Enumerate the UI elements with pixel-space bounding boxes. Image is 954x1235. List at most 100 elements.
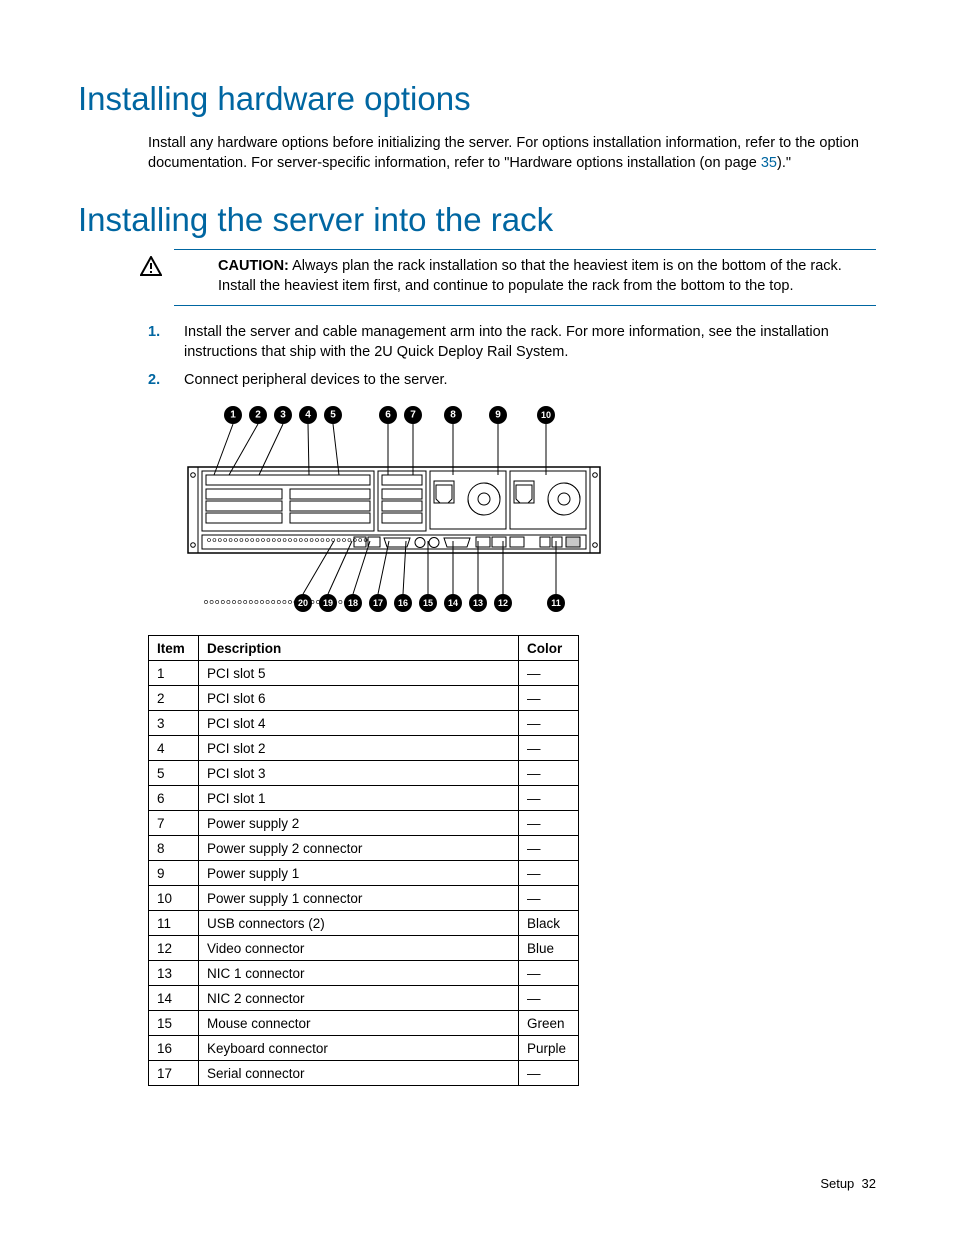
table-row: 15Mouse connectorGreen xyxy=(149,1010,579,1035)
cell-color: — xyxy=(519,735,579,760)
heading-hardware-options: Installing hardware options xyxy=(78,80,876,118)
footer-page-number: 32 xyxy=(862,1176,876,1191)
footer-section: Setup xyxy=(820,1176,854,1191)
cell-description: Power supply 2 connector xyxy=(199,835,519,860)
cell-description: Power supply 1 xyxy=(199,860,519,885)
cell-item: 9 xyxy=(149,860,199,885)
cell-color: Green xyxy=(519,1010,579,1035)
cell-item: 10 xyxy=(149,885,199,910)
cell-item: 16 xyxy=(149,1035,199,1060)
para1-text-a: Install any hardware options before init… xyxy=(148,135,859,171)
svg-text:10: 10 xyxy=(541,410,551,420)
cell-item: 3 xyxy=(149,710,199,735)
cell-item: 14 xyxy=(149,985,199,1010)
cell-item: 2 xyxy=(149,685,199,710)
th-description: Description xyxy=(199,635,519,660)
cell-item: 7 xyxy=(149,810,199,835)
svg-text:7: 7 xyxy=(410,409,416,420)
caution-body: Always plan the rack installation so tha… xyxy=(218,258,842,294)
cell-item: 1 xyxy=(149,660,199,685)
svg-text:8: 8 xyxy=(450,409,456,420)
cell-description: Keyboard connector xyxy=(199,1035,519,1060)
cell-color: — xyxy=(519,810,579,835)
cell-item: 15 xyxy=(149,1010,199,1035)
svg-text:3: 3 xyxy=(280,409,286,420)
cell-description: NIC 1 connector xyxy=(199,960,519,985)
table-row: 7Power supply 2— xyxy=(149,810,579,835)
cell-description: Mouse connector xyxy=(199,1010,519,1035)
table-row: 3PCI slot 4— xyxy=(149,710,579,735)
svg-text:1: 1 xyxy=(230,409,236,420)
svg-text:18: 18 xyxy=(348,598,358,608)
cell-item: 13 xyxy=(149,960,199,985)
rear-panel-diagram: 1234567891020191817161514131211 xyxy=(184,403,876,617)
cell-description: USB connectors (2) xyxy=(199,910,519,935)
cell-color: — xyxy=(519,1060,579,1085)
table-header-row: Item Description Color xyxy=(149,635,579,660)
svg-text:14: 14 xyxy=(448,598,458,608)
paragraph-hw-options: Install any hardware options before init… xyxy=(148,133,876,174)
page-footer: Setup 32 xyxy=(820,1176,876,1191)
table-row: 1PCI slot 5— xyxy=(149,660,579,685)
caution-icon xyxy=(140,256,162,280)
table-row: 11USB connectors (2)Black xyxy=(149,910,579,935)
cell-item: 4 xyxy=(149,735,199,760)
table-row: 8Power supply 2 connector— xyxy=(149,835,579,860)
cell-color: — xyxy=(519,885,579,910)
cell-color: — xyxy=(519,785,579,810)
svg-text:5: 5 xyxy=(330,409,336,420)
cell-description: PCI slot 5 xyxy=(199,660,519,685)
cell-color: — xyxy=(519,660,579,685)
svg-text:12: 12 xyxy=(498,598,508,608)
cell-color: Blue xyxy=(519,935,579,960)
cell-color: — xyxy=(519,685,579,710)
heading-install-rack: Installing the server into the rack xyxy=(78,201,876,239)
caution-label: CAUTION: xyxy=(218,258,289,274)
cell-color: Purple xyxy=(519,1035,579,1060)
step-1: Install the server and cable management … xyxy=(148,322,876,363)
svg-text:19: 19 xyxy=(323,598,333,608)
table-row: 10Power supply 1 connector— xyxy=(149,885,579,910)
cell-description: NIC 2 connector xyxy=(199,985,519,1010)
steps-list: Install the server and cable management … xyxy=(148,322,876,391)
table-row: 5PCI slot 3— xyxy=(149,760,579,785)
cell-color: — xyxy=(519,985,579,1010)
cell-item: 12 xyxy=(149,935,199,960)
svg-text:6: 6 xyxy=(385,409,391,420)
cell-color: — xyxy=(519,710,579,735)
svg-text:20: 20 xyxy=(298,598,308,608)
cell-description: PCI slot 3 xyxy=(199,760,519,785)
svg-text:17: 17 xyxy=(373,598,383,608)
table-row: 16Keyboard connectorPurple xyxy=(149,1035,579,1060)
para1-text-b: )." xyxy=(777,155,791,171)
cell-description: Power supply 2 xyxy=(199,810,519,835)
svg-text:2: 2 xyxy=(255,409,261,420)
table-row: 17Serial connector— xyxy=(149,1060,579,1085)
cell-item: 11 xyxy=(149,910,199,935)
cell-description: PCI slot 6 xyxy=(199,685,519,710)
link-page-35[interactable]: 35 xyxy=(761,155,777,171)
svg-text:4: 4 xyxy=(305,409,311,420)
cell-description: PCI slot 4 xyxy=(199,710,519,735)
svg-text:15: 15 xyxy=(423,598,433,608)
cell-item: 8 xyxy=(149,835,199,860)
cell-item: 6 xyxy=(149,785,199,810)
cell-description: PCI slot 2 xyxy=(199,735,519,760)
svg-text:11: 11 xyxy=(551,598,561,608)
th-color: Color xyxy=(519,635,579,660)
step-2: Connect peripheral devices to the server… xyxy=(148,370,876,390)
svg-text:9: 9 xyxy=(495,409,501,420)
svg-text:13: 13 xyxy=(473,598,483,608)
caution-block: CAUTION: Always plan the rack installati… xyxy=(174,249,876,306)
cell-item: 17 xyxy=(149,1060,199,1085)
table-row: 13NIC 1 connector— xyxy=(149,960,579,985)
cell-color: — xyxy=(519,760,579,785)
cell-description: PCI slot 1 xyxy=(199,785,519,810)
table-row: 6PCI slot 1— xyxy=(149,785,579,810)
table-row: 9Power supply 1— xyxy=(149,860,579,885)
cell-color: — xyxy=(519,835,579,860)
cell-color: — xyxy=(519,960,579,985)
cell-description: Video connector xyxy=(199,935,519,960)
cell-item: 5 xyxy=(149,760,199,785)
cell-description: Power supply 1 connector xyxy=(199,885,519,910)
